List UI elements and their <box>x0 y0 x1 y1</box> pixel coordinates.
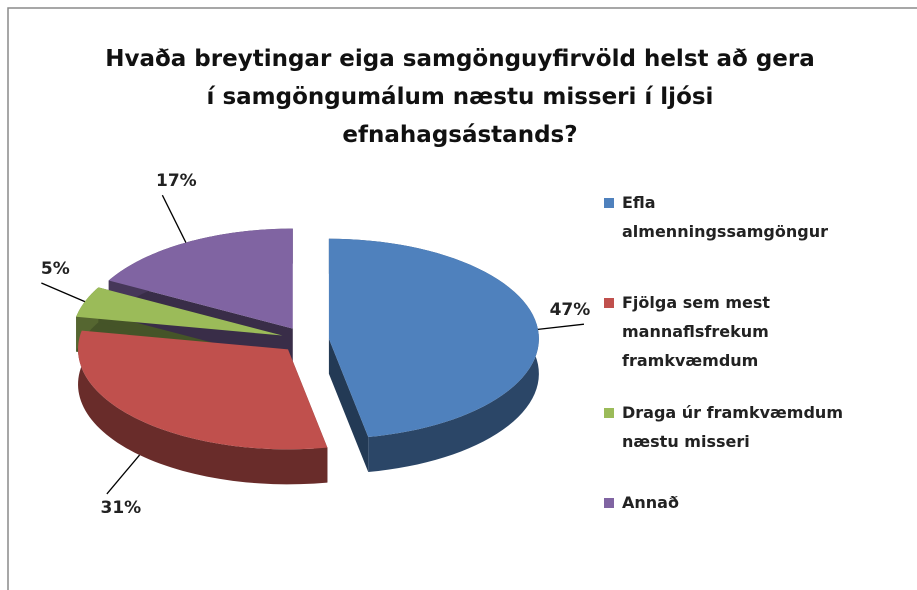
data-label: 5% <box>41 259 70 279</box>
legend-label: Efla almenningssamgöngur <box>622 193 828 241</box>
chart-border <box>7 7 917 590</box>
chart-title: Hvaða breytingar eiga samgönguyfirvöld h… <box>105 46 815 148</box>
leader-line <box>537 323 585 330</box>
legend-swatch <box>604 198 614 208</box>
data-label: 31% <box>101 498 142 518</box>
legend-label: Annað <box>622 493 679 512</box>
legend-item: Efla almenningssamgöngur <box>600 188 828 246</box>
leader-line <box>106 454 141 495</box>
legend-item: Annað <box>600 488 800 517</box>
legend-item: Draga úr framkvæmdum næstu misseri <box>600 398 900 456</box>
data-label: 17% <box>156 171 197 191</box>
legend-swatch <box>604 298 614 308</box>
legend-swatch <box>604 498 614 508</box>
legend-label: Draga úr framkvæmdum næstu misseri <box>622 403 843 451</box>
slice-side <box>78 330 328 485</box>
slice <box>78 330 328 450</box>
slice-cut-face <box>328 338 369 472</box>
data-label: 47% <box>550 300 591 320</box>
leader-line <box>41 282 86 303</box>
legend-swatch <box>604 408 614 418</box>
legend-label: Fjölga sem mest mannaflsfrekum framkvæmd… <box>622 293 771 370</box>
slice <box>76 287 283 336</box>
slice-tops <box>76 228 539 450</box>
leader-line <box>161 194 187 243</box>
legend-item: Fjölga sem mest mannaflsfrekum framkvæmd… <box>600 288 800 375</box>
slice <box>108 228 293 329</box>
slice <box>328 238 539 437</box>
